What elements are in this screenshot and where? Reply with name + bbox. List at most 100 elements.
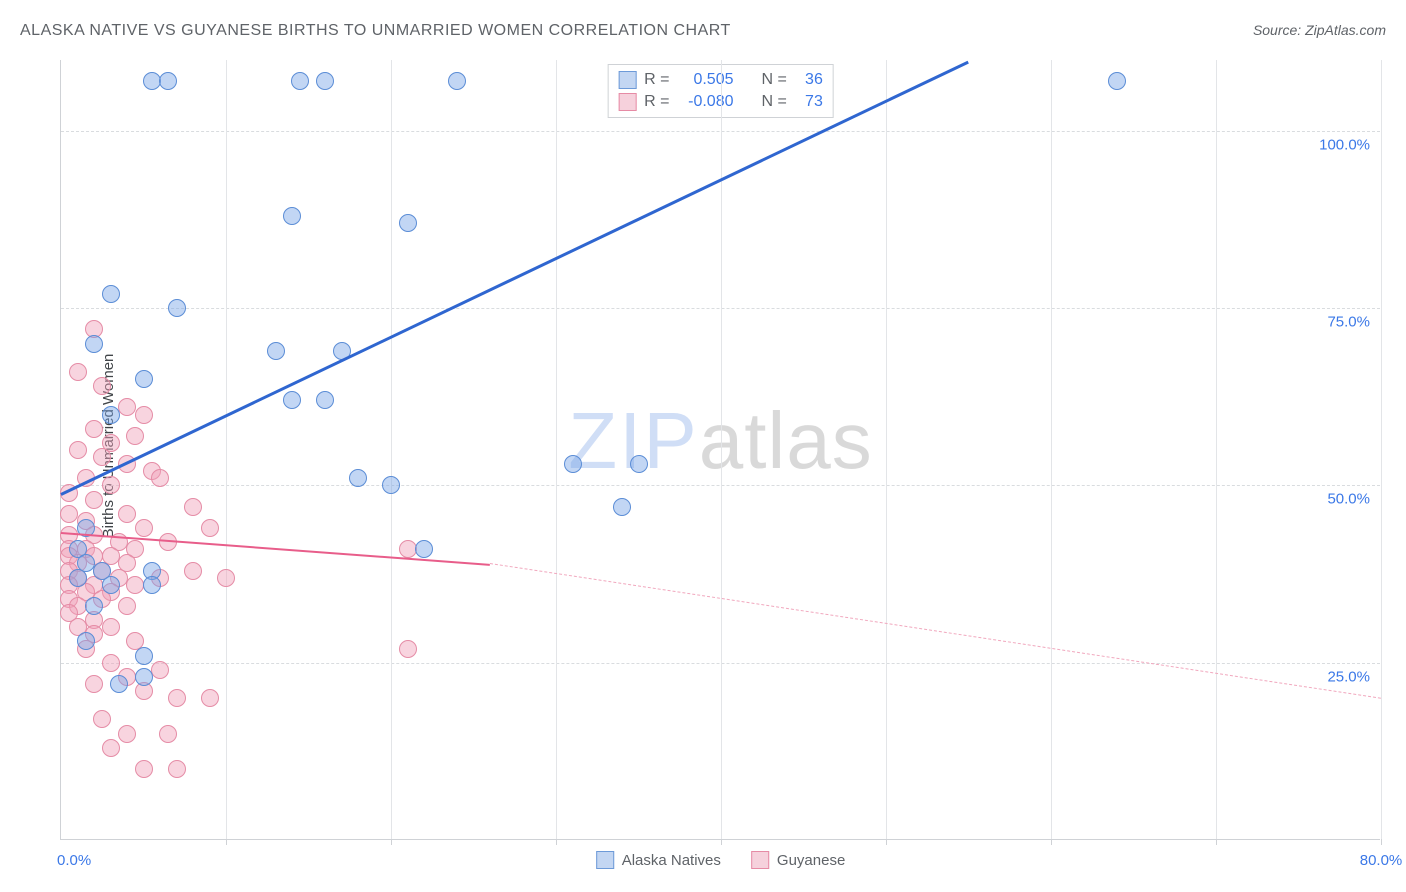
y-tick-label: 75.0%	[1327, 314, 1370, 331]
data-point	[399, 214, 417, 232]
data-point	[448, 72, 466, 90]
x-tick-mark	[1216, 839, 1217, 845]
data-point	[217, 569, 235, 587]
data-point	[85, 597, 103, 615]
y-tick-label: 50.0%	[1327, 491, 1370, 508]
x-tick-mark	[886, 839, 887, 845]
data-point	[201, 689, 219, 707]
data-point	[143, 72, 161, 90]
plot-area: ZIPatlas R = 0.505 N = 36 R = -0.080 N =…	[60, 60, 1380, 840]
watermark-atlas: atlas	[699, 395, 873, 484]
y-tick-label: 25.0%	[1327, 668, 1370, 685]
data-point	[102, 618, 120, 636]
data-point	[613, 498, 631, 516]
data-point	[135, 519, 153, 537]
legend-label-guyanese: Guyanese	[777, 852, 845, 869]
legend-label-alaska: Alaska Natives	[622, 852, 721, 869]
data-point	[399, 640, 417, 658]
swatch-guyanese-icon	[751, 851, 769, 869]
data-point	[630, 455, 648, 473]
data-point	[135, 370, 153, 388]
data-point	[168, 689, 186, 707]
data-point	[93, 377, 111, 395]
data-point	[60, 505, 78, 523]
data-point	[316, 72, 334, 90]
trendline	[60, 60, 969, 495]
data-point	[126, 427, 144, 445]
r-value-guyanese: -0.080	[678, 91, 734, 113]
data-point	[291, 72, 309, 90]
data-point	[102, 476, 120, 494]
y-tick-label: 100.0%	[1319, 136, 1370, 153]
data-point	[93, 448, 111, 466]
data-point	[1108, 72, 1126, 90]
data-point	[102, 654, 120, 672]
data-point	[168, 760, 186, 778]
data-point	[159, 725, 177, 743]
n-label: N =	[762, 69, 787, 91]
data-point	[69, 569, 87, 587]
data-point	[143, 576, 161, 594]
r-label: R =	[644, 69, 669, 91]
n-value-guyanese: 73	[795, 91, 823, 113]
x-tick-mark	[1051, 839, 1052, 845]
data-point	[126, 576, 144, 594]
data-point	[135, 760, 153, 778]
r-value-alaska: 0.505	[678, 69, 734, 91]
x-tick-mark	[226, 839, 227, 845]
data-point	[382, 476, 400, 494]
n-label: N =	[762, 91, 787, 113]
swatch-guyanese-icon	[618, 93, 636, 111]
data-point	[415, 540, 433, 558]
gridline-v	[1216, 60, 1217, 839]
data-point	[184, 498, 202, 516]
data-point	[135, 668, 153, 686]
data-point	[283, 207, 301, 225]
data-point	[135, 647, 153, 665]
swatch-alaska-icon	[596, 851, 614, 869]
data-point	[168, 299, 186, 317]
gridline-v	[886, 60, 887, 839]
swatch-alaska-icon	[618, 71, 636, 89]
data-point	[267, 342, 285, 360]
x-tick-mark	[1381, 839, 1382, 845]
data-point	[399, 540, 417, 558]
data-point	[110, 675, 128, 693]
data-point	[85, 491, 103, 509]
data-point	[85, 675, 103, 693]
x-tick-label: 80.0%	[1360, 852, 1403, 869]
data-point	[184, 562, 202, 580]
series-legend: Alaska Natives Guyanese	[596, 851, 846, 869]
data-point	[316, 391, 334, 409]
data-point	[102, 576, 120, 594]
data-point	[564, 455, 582, 473]
data-point	[85, 335, 103, 353]
data-point	[135, 406, 153, 424]
data-point	[69, 441, 87, 459]
x-tick-origin: 0.0%	[57, 852, 91, 869]
data-point	[93, 710, 111, 728]
data-point	[102, 739, 120, 757]
gridline-v	[556, 60, 557, 839]
gridline-v	[1051, 60, 1052, 839]
x-tick-mark	[556, 839, 557, 845]
x-tick-mark	[391, 839, 392, 845]
data-point	[283, 391, 301, 409]
source-attribution: Source: ZipAtlas.com	[1253, 22, 1386, 38]
gridline-v	[226, 60, 227, 839]
data-point	[102, 285, 120, 303]
gridline-v	[1381, 60, 1382, 839]
gridline-v	[391, 60, 392, 839]
trendline	[490, 563, 1381, 699]
data-point	[118, 398, 136, 416]
data-point	[102, 406, 120, 424]
data-point	[118, 597, 136, 615]
data-point	[85, 420, 103, 438]
r-label: R =	[644, 91, 669, 113]
data-point	[159, 72, 177, 90]
data-point	[118, 725, 136, 743]
n-value-alaska: 36	[795, 69, 823, 91]
data-point	[201, 519, 219, 537]
x-tick-mark	[721, 839, 722, 845]
chart-title: ALASKA NATIVE VS GUYANESE BIRTHS TO UNMA…	[20, 22, 731, 40]
